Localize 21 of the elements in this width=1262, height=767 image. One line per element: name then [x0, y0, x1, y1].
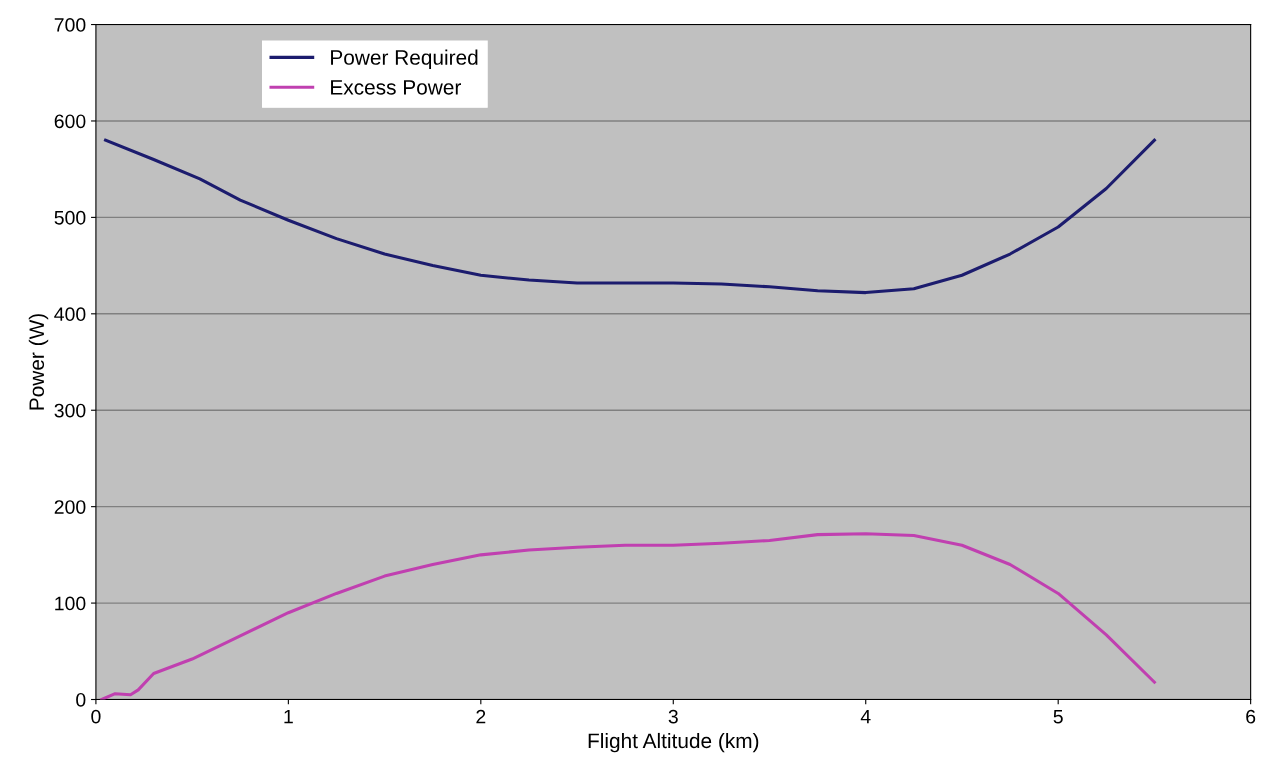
y-tick-label: 300 — [54, 403, 86, 418]
y-tick-label: 100 — [55, 596, 86, 611]
y-tick-label: 500 — [54, 210, 86, 225]
y-tick-label: 400 — [54, 307, 86, 322]
x-tick-label: 5 — [1053, 709, 1063, 724]
legend-label: Excess Power — [331, 80, 461, 95]
y-tick-label: 600 — [54, 114, 86, 129]
legend-label: Power Required — [331, 49, 478, 69]
y-tick-label: 0 — [76, 692, 86, 707]
y-tick-label: 200 — [54, 500, 86, 514]
line-series — [100, 532, 1156, 700]
y-tick-label: 700 — [54, 18, 86, 32]
line-series — [104, 138, 1156, 295]
x-tick-label: 2 — [476, 709, 486, 724]
x-axis-title: Flight Altitude (km) — [588, 732, 759, 753]
y-axis-title: Power (W) — [28, 314, 49, 410]
x-tick-label: 6 — [1246, 709, 1256, 724]
x-tick-label: 4 — [860, 709, 871, 724]
x-tick-label: 3 — [668, 709, 678, 724]
x-tick-label: 1 — [284, 709, 293, 724]
x-tick-label: 0 — [91, 709, 101, 724]
